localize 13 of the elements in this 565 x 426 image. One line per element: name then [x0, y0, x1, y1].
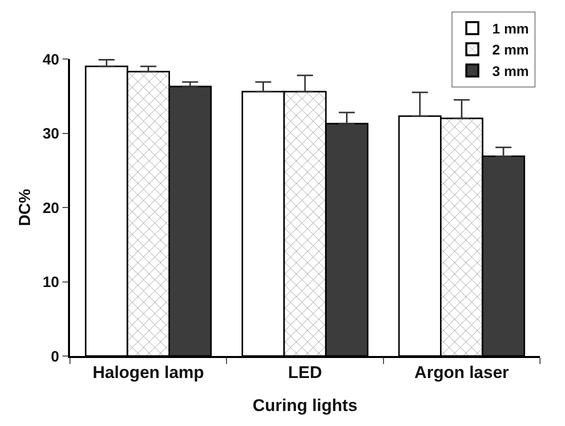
y-tick-label: 10 — [42, 274, 60, 291]
x-tick-label: LED — [288, 363, 322, 382]
text: 2 mm — [492, 42, 529, 58]
y-tick-label: 0 — [50, 348, 60, 366]
x-tick-label: Argon laser — [414, 363, 510, 382]
y-axis-title: DC% — [16, 188, 34, 226]
legend-label: 1 mm — [492, 20, 529, 37]
x-axis-title: Curing lights — [252, 396, 358, 416]
y-tick-label: 40 — [42, 51, 60, 68]
y-tick-label: 30 — [42, 126, 60, 142]
x-tick-label: Halogen lamp — [92, 363, 204, 382]
y-tick-label: 20 — [42, 200, 60, 217]
legend-label: 3 mm — [492, 62, 529, 79]
